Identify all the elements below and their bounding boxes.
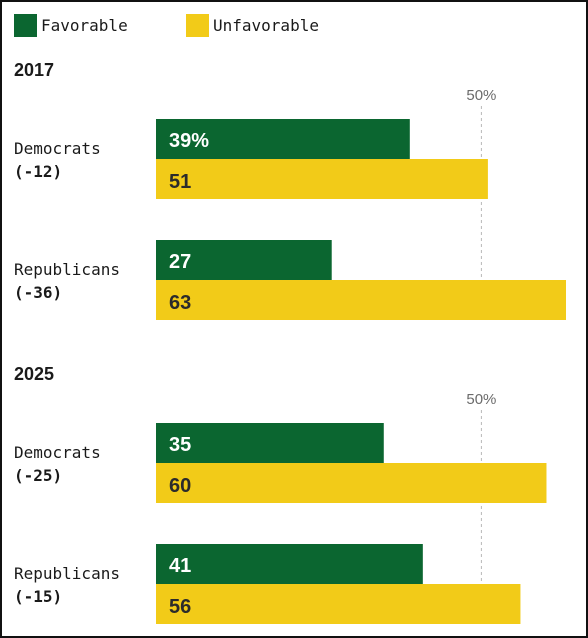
group-diff-democrats-2025: (-25)	[14, 466, 62, 485]
group-diff-republicans-2017: (-36)	[14, 283, 62, 302]
group-name-republicans-2017: Republicans	[14, 260, 120, 279]
group-diff-democrats-2017: (-12)	[14, 162, 62, 181]
reference-label-2025: 50%	[466, 391, 496, 408]
value-label-favorable-democrats-2017: 39%	[169, 130, 209, 152]
legend-swatch-favorable	[14, 14, 37, 37]
value-label-unfavorable-democrats-2017: 51	[169, 171, 191, 193]
bar-favorable-republicans-2017	[156, 240, 332, 280]
bar-favorable-democrats-2025	[156, 423, 384, 463]
value-label-unfavorable-republicans-2017: 63	[169, 292, 191, 314]
group-diff-republicans-2025: (-15)	[14, 587, 62, 606]
bar-favorable-democrats-2017	[156, 119, 410, 159]
reference-label-2017: 50%	[466, 87, 496, 104]
value-label-favorable-democrats-2025: 35	[169, 434, 191, 456]
legend-label-favorable: Favorable	[41, 16, 128, 35]
bar-unfavorable-republicans-2017	[156, 280, 566, 320]
bar-favorable-republicans-2025	[156, 544, 423, 584]
panel-year-2025: 2025	[14, 364, 54, 384]
value-label-unfavorable-republicans-2025: 56	[169, 596, 191, 618]
legend-item-unfavorable: Unfavorable	[186, 14, 319, 37]
group-name-republicans-2025: Republicans	[14, 564, 120, 583]
group-name-democrats-2025: Democrats	[14, 443, 101, 462]
legend-label-unfavorable: Unfavorable	[213, 16, 319, 35]
legend-item-favorable: Favorable	[14, 14, 128, 37]
bar-unfavorable-democrats-2017	[156, 159, 488, 199]
group-name-democrats-2017: Democrats	[14, 139, 101, 158]
value-label-favorable-republicans-2025: 41	[169, 555, 191, 577]
bar-unfavorable-republicans-2025	[156, 584, 521, 624]
bar-unfavorable-democrats-2025	[156, 463, 547, 503]
panel-year-2017: 2017	[14, 60, 54, 80]
legend-swatch-unfavorable	[186, 14, 209, 37]
value-label-favorable-republicans-2017: 27	[169, 251, 191, 273]
value-label-unfavorable-democrats-2025: 60	[169, 475, 191, 497]
